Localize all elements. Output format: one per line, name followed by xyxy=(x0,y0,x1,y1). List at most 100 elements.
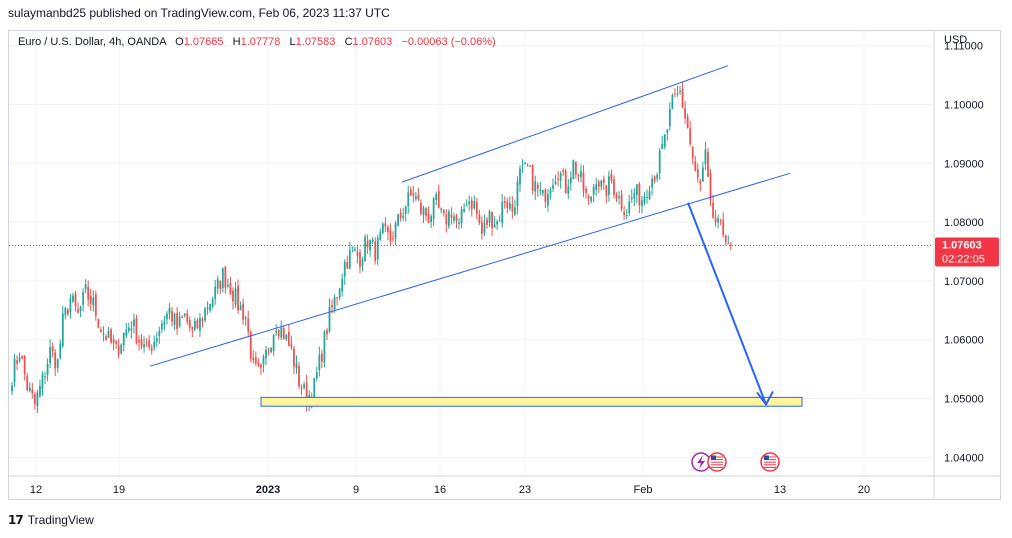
candle-body xyxy=(209,304,212,311)
candle-body xyxy=(333,296,336,310)
lower-channel-line[interactable] xyxy=(149,172,791,367)
tradingview-logo-icon: 17 xyxy=(8,513,24,527)
candle-body xyxy=(107,330,110,338)
candle-body xyxy=(290,343,293,348)
candle-body xyxy=(219,281,222,289)
candle-body xyxy=(112,339,115,343)
candle-body xyxy=(331,305,333,308)
candle-body xyxy=(587,196,590,199)
candle-body xyxy=(554,181,557,184)
candle-body xyxy=(729,244,732,246)
time-axis[interactable]: 12 19 2023 9 16 23 Feb 13 20 xyxy=(30,484,870,496)
candle-body xyxy=(257,362,260,366)
candle-body xyxy=(572,159,575,179)
candle-body xyxy=(74,293,77,307)
candle-body xyxy=(211,298,214,307)
candle-body xyxy=(595,184,598,190)
candle-body xyxy=(524,162,526,164)
candle-body xyxy=(668,108,671,127)
candle-body xyxy=(643,196,646,204)
low-label: L xyxy=(289,36,296,48)
y-tick-label: 1.10000 xyxy=(944,100,984,112)
candle-body xyxy=(328,306,331,332)
upper-channel-line[interactable] xyxy=(401,65,729,183)
candle-body xyxy=(384,223,387,227)
footer-brand[interactable]: TradingView xyxy=(27,513,94,527)
candle-body xyxy=(92,297,95,306)
candle-body xyxy=(181,316,184,318)
candle-body xyxy=(39,385,41,397)
candle-body xyxy=(605,185,608,196)
chart-panel[interactable] xyxy=(8,30,1001,500)
candle-body xyxy=(590,196,593,202)
candle-body xyxy=(318,354,321,371)
candle-body xyxy=(620,194,623,210)
candle-body xyxy=(135,317,138,344)
candle-body xyxy=(610,173,613,181)
candle-body xyxy=(260,364,262,368)
candle-body xyxy=(613,179,615,195)
candle-body xyxy=(460,209,463,224)
candle-body xyxy=(676,93,679,95)
y-tick-label: 1.09000 xyxy=(944,158,984,170)
candle-body xyxy=(381,223,384,234)
candle-body xyxy=(547,194,549,206)
x-tick-label: 13 xyxy=(774,484,786,496)
candle-body xyxy=(232,290,234,302)
candle-body xyxy=(351,247,354,249)
candle-body xyxy=(72,295,74,302)
candle-body xyxy=(681,88,684,108)
candle-body xyxy=(242,303,245,320)
candle-body xyxy=(237,285,239,311)
candle-body xyxy=(653,176,656,182)
candle-body xyxy=(392,238,394,240)
candle-body xyxy=(13,358,16,383)
candle-body xyxy=(511,204,514,212)
candle-body xyxy=(638,183,641,206)
candle-body xyxy=(633,193,636,199)
candle-body xyxy=(49,347,51,363)
candle-body xyxy=(183,313,186,316)
candle-body xyxy=(435,194,438,200)
candle-body xyxy=(234,288,237,305)
candle-body xyxy=(635,184,638,196)
candle-body xyxy=(724,235,727,243)
candle-body xyxy=(625,215,628,217)
candle-body xyxy=(201,318,204,322)
candle-body xyxy=(402,215,405,218)
candle-body xyxy=(196,320,199,329)
candle-body xyxy=(559,172,562,182)
candle-body xyxy=(51,346,54,352)
candle-body xyxy=(315,372,318,379)
us-news-event-icon[interactable] xyxy=(760,452,780,472)
candle-body xyxy=(453,216,455,221)
projection-arrow-line[interactable] xyxy=(687,202,767,405)
event-markers[interactable] xyxy=(691,452,780,472)
candle-body xyxy=(150,347,153,351)
candle-body xyxy=(102,333,105,335)
candle-body xyxy=(656,174,659,179)
candle-body xyxy=(176,312,178,329)
candle-body xyxy=(252,357,255,361)
candle-body xyxy=(503,201,506,203)
candle-body xyxy=(486,219,488,225)
candle-body xyxy=(140,339,143,347)
high-label: H xyxy=(232,36,241,48)
support-zone[interactable] xyxy=(260,396,803,407)
candle-body xyxy=(389,230,392,242)
candle-body xyxy=(387,227,389,233)
candle-body xyxy=(155,338,158,342)
price-axis[interactable]: 1.04000 1.05000 1.06000 1.07000 1.08000 1.090… xyxy=(935,34,999,464)
us-news-event-icon[interactable] xyxy=(707,452,727,472)
candle-body xyxy=(374,241,377,262)
drawings-group[interactable] xyxy=(9,65,933,407)
y-tick-label: 1.08000 xyxy=(944,217,984,229)
us-flag-canton xyxy=(764,455,769,460)
candle-body xyxy=(94,294,97,316)
candle-body xyxy=(127,327,130,331)
candle-body xyxy=(110,329,112,343)
candle-body xyxy=(23,355,26,375)
candle-body xyxy=(437,191,440,208)
symbol-legend: Euro / U.S. Dollar, 4h, OANDA O1.07665 H… xyxy=(18,36,496,48)
